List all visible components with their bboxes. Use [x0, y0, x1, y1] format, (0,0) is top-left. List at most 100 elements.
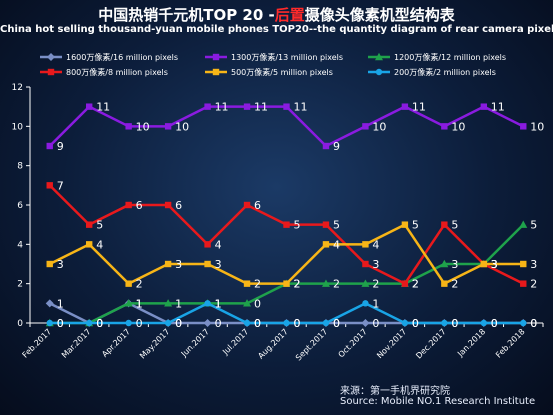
x-tick-label: Oct.2017	[336, 327, 368, 359]
data-point	[401, 319, 409, 327]
data-label: 9	[333, 140, 340, 153]
data-label: 5	[530, 219, 537, 232]
data-label: 2	[530, 278, 537, 291]
data-label: 2	[412, 278, 419, 291]
legend-label: 1300万像素/13 million pixels	[231, 52, 343, 62]
data-label: 0	[372, 317, 379, 330]
data-point	[520, 123, 527, 130]
data-point	[480, 319, 488, 327]
data-point	[164, 299, 173, 307]
legend-label: 200万像素/2 million pixels	[394, 67, 496, 77]
data-point	[362, 260, 369, 268]
x-tick-label: Jan.2018	[455, 327, 487, 359]
data-point	[125, 280, 132, 287]
data-label: 1	[175, 297, 182, 310]
data-point	[203, 319, 212, 327]
data-label: 11	[294, 101, 308, 114]
data-label: 0	[254, 317, 261, 330]
data-label: 3	[491, 258, 498, 271]
data-point	[125, 201, 132, 209]
data-point	[362, 300, 369, 307]
data-point	[204, 300, 211, 307]
x-tick-label: Feb.2018	[494, 327, 527, 360]
data-point	[204, 260, 211, 268]
source-english: Source: Mobile NO.1 Research Institute	[340, 396, 536, 407]
data-label: 3	[530, 258, 537, 271]
data-label: 3	[491, 258, 498, 271]
data-point	[520, 280, 527, 287]
data-label: 2	[136, 278, 143, 291]
data-label: 2	[294, 278, 301, 291]
data-label: 0	[491, 317, 498, 330]
data-label: 0	[175, 317, 182, 330]
data-label: 11	[215, 101, 229, 114]
x-tick-label: May.2017	[138, 327, 171, 360]
data-label: 11	[254, 101, 268, 114]
data-label: 1	[372, 297, 379, 310]
data-point	[243, 299, 252, 307]
data-label: 0	[57, 317, 64, 330]
data-point	[361, 319, 370, 327]
data-label: 0	[530, 317, 537, 330]
data-point	[401, 221, 409, 228]
data-label: 0	[136, 317, 143, 330]
data-point	[519, 220, 528, 228]
data-label: 7	[57, 179, 64, 192]
data-point	[441, 123, 448, 130]
data-label: 3	[491, 258, 498, 271]
x-tick-label: Jul.2017	[220, 327, 250, 357]
legend-marker	[212, 53, 220, 61]
data-label: 11	[491, 101, 505, 114]
legend-marker	[375, 52, 383, 61]
data-label: 3	[175, 258, 182, 271]
data-point	[243, 280, 251, 287]
data-point	[441, 280, 448, 287]
data-point	[204, 103, 211, 110]
data-label: 6	[254, 199, 261, 212]
data-point	[45, 299, 54, 308]
data-label: 9	[57, 140, 64, 153]
data-point	[520, 260, 527, 268]
data-label: 0	[96, 317, 103, 330]
data-point	[164, 201, 172, 209]
data-point	[283, 319, 290, 327]
title-prefix: 中国热销千元机TOP 20 -	[98, 6, 275, 24]
data-label: 5	[294, 219, 301, 232]
data-label: 3	[451, 258, 458, 271]
chart-subtitle: China hot selling thousand-yuan mobile p…	[0, 24, 553, 35]
data-point	[85, 319, 93, 327]
data-label: 3	[372, 258, 379, 271]
y-tick-label: 0	[17, 319, 23, 329]
data-label: 2	[412, 278, 419, 291]
data-point	[362, 123, 369, 130]
data-label: 0	[294, 317, 301, 330]
data-label: 0	[175, 317, 182, 330]
series-line	[49, 223, 525, 325]
data-label: 0	[96, 317, 103, 330]
y-tick-label: 6	[17, 201, 23, 211]
data-point	[480, 260, 488, 268]
data-label: 2	[372, 278, 379, 291]
data-label: 4	[215, 238, 222, 251]
data-label: 5	[412, 219, 419, 232]
data-label: 6	[175, 199, 182, 212]
data-point	[164, 319, 172, 327]
y-tick-label: 4	[17, 240, 23, 250]
legend-label: 500万像素/5 million pixels	[231, 67, 333, 77]
data-label: 5	[451, 219, 458, 232]
y-tick-label: 12	[12, 83, 23, 93]
data-point	[322, 319, 330, 327]
data-point	[46, 142, 53, 150]
data-point	[361, 279, 370, 287]
data-label: 0	[451, 317, 458, 330]
title-highlight: 后置	[274, 6, 305, 24]
x-tick-label: Jun.2017	[179, 327, 211, 359]
data-label: 10	[372, 120, 386, 133]
data-label: 0	[333, 317, 340, 330]
data-point	[85, 241, 93, 248]
data-point	[401, 103, 409, 110]
data-point	[283, 103, 290, 110]
data-point	[243, 201, 251, 209]
data-label: 0	[412, 317, 419, 330]
